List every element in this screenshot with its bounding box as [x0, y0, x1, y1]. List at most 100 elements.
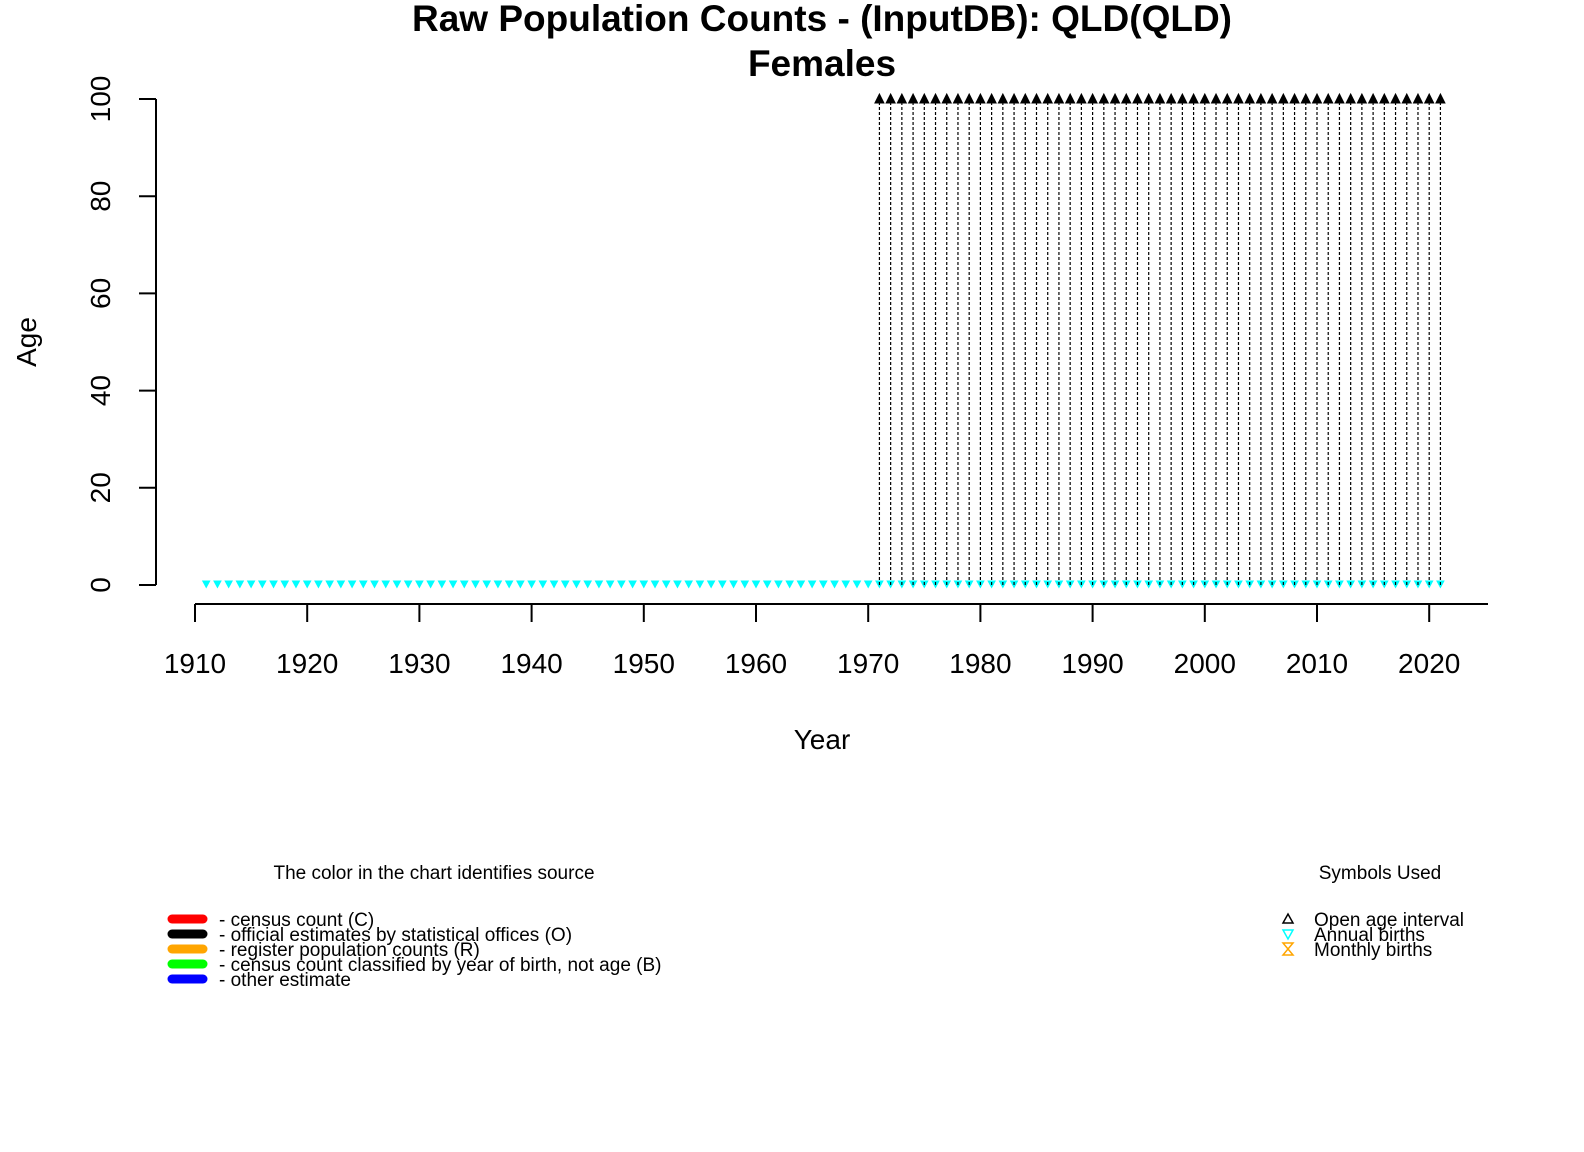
legend-source-title: The color in the chart identifies source	[273, 863, 594, 884]
open-age-interval-point	[1423, 92, 1435, 104]
open-age-interval-point	[1311, 92, 1323, 104]
open-age-interval-point	[1053, 92, 1065, 104]
open-age-interval-point	[1076, 92, 1087, 104]
open-age-interval-point	[1278, 92, 1289, 104]
open-age-interval-point	[1019, 92, 1031, 104]
annual-births-point	[796, 580, 806, 589]
annual-births-point	[471, 580, 480, 589]
open-age-interval-point	[1132, 92, 1143, 104]
annual-births-point	[213, 580, 222, 589]
legend-symbol-hourglass	[1281, 942, 1295, 956]
open-age-interval-point	[907, 92, 919, 104]
chart-title: Raw Population Counts - (InputDB): QLD(Q…	[412, 0, 1232, 39]
annual-births-point	[818, 580, 828, 589]
legend-source-label: - census count (C)	[219, 910, 374, 931]
open-age-interval-point	[1109, 92, 1121, 104]
legend-source-label: - register population counts (R)	[219, 940, 480, 961]
legend-source-label: - census count classified by year of bir…	[219, 955, 662, 976]
open-age-interval-point	[1199, 92, 1211, 104]
annual-births-point	[235, 580, 245, 589]
legend-symbol-label: Open age interval	[1314, 910, 1464, 931]
plot-marks	[201, 92, 1446, 589]
annual-births-point	[403, 580, 413, 589]
open-age-interval-point	[1379, 92, 1390, 104]
annual-births-point	[201, 580, 211, 589]
y-tick-label: 40	[85, 375, 116, 406]
y-axis: 0 20 40 60 80 100	[85, 76, 157, 593]
open-age-interval-point	[1401, 92, 1413, 104]
annual-births-point	[718, 580, 727, 589]
open-age-interval-point	[1008, 92, 1020, 104]
open-age-interval-point	[874, 92, 885, 104]
y-tick-label: 20	[85, 472, 116, 503]
open-age-interval-point	[986, 92, 997, 104]
annual-births-point	[280, 580, 290, 589]
annual-births-point	[314, 580, 323, 589]
x-tick-label: 2000	[1174, 648, 1236, 679]
annual-births-point	[740, 580, 750, 589]
x-tick-label: 1990	[1061, 648, 1123, 679]
annual-births-point	[785, 580, 794, 589]
open-age-interval-point	[1356, 92, 1368, 104]
open-age-interval-point	[1435, 92, 1446, 104]
annual-births-point	[370, 580, 379, 589]
annual-births-point	[729, 580, 738, 589]
x-axis: 1910 1920 1930 1940 1950 1960 1970 1980 1990 2000…	[164, 603, 1488, 679]
annual-births-point	[617, 580, 626, 589]
legend-symbol-up-triangle	[1281, 912, 1295, 924]
open-age-interval-point	[1390, 92, 1401, 104]
annual-births-point	[437, 580, 447, 589]
open-age-interval-point	[1120, 92, 1132, 104]
open-age-interval-point	[1300, 92, 1312, 104]
open-age-interval-point	[930, 92, 941, 104]
open-age-interval-point	[975, 92, 986, 104]
annual-births-point	[863, 580, 873, 589]
open-age-interval-point	[1143, 92, 1155, 104]
open-age-interval-point	[1289, 92, 1300, 104]
annual-births-point	[605, 580, 615, 589]
annual-births-point	[527, 580, 536, 589]
open-age-interval-point	[1042, 92, 1054, 104]
annual-births-point	[706, 580, 716, 589]
annual-births-point	[415, 580, 424, 589]
chart-subtitle: Females	[748, 43, 896, 84]
open-age-interval-point	[896, 92, 908, 104]
open-age-interval-point	[1255, 92, 1267, 104]
annual-births-point	[493, 580, 503, 589]
annual-births-point	[628, 580, 637, 589]
annual-births-point	[807, 580, 817, 589]
annual-births-point	[325, 580, 334, 589]
open-age-interval-point	[1064, 92, 1076, 104]
open-age-interval-point	[1031, 92, 1042, 104]
y-tick-label: 100	[85, 76, 116, 123]
x-tick-label: 1980	[949, 648, 1011, 679]
annual-births-point	[538, 580, 548, 589]
annual-births-point	[549, 580, 559, 589]
annual-births-point	[392, 580, 402, 589]
open-age-interval-point	[1367, 92, 1379, 104]
annual-births-point	[336, 580, 346, 589]
open-age-interval-point	[1165, 92, 1177, 104]
annual-births-point	[684, 580, 694, 589]
annual-births-point	[224, 580, 233, 589]
annual-births-point	[572, 580, 581, 589]
annual-births-point	[482, 580, 492, 589]
open-age-interval-point	[1233, 92, 1244, 104]
annual-births-point	[594, 580, 604, 589]
annual-births-point	[583, 580, 593, 589]
legend-symbols-title: Symbols Used	[1319, 863, 1442, 884]
open-age-interval-point	[1188, 92, 1199, 104]
annual-births-point	[830, 580, 839, 589]
open-age-interval-point	[1154, 92, 1166, 104]
annual-births-point	[673, 580, 682, 589]
open-age-interval-point	[1412, 92, 1424, 104]
open-age-interval-point	[1221, 92, 1233, 104]
annual-births-point	[448, 580, 458, 589]
annual-births-point	[504, 580, 514, 589]
annual-births-point	[841, 580, 851, 589]
open-age-interval-point	[1266, 92, 1278, 104]
annual-births-point	[381, 580, 391, 589]
annual-births-point	[774, 580, 783, 589]
